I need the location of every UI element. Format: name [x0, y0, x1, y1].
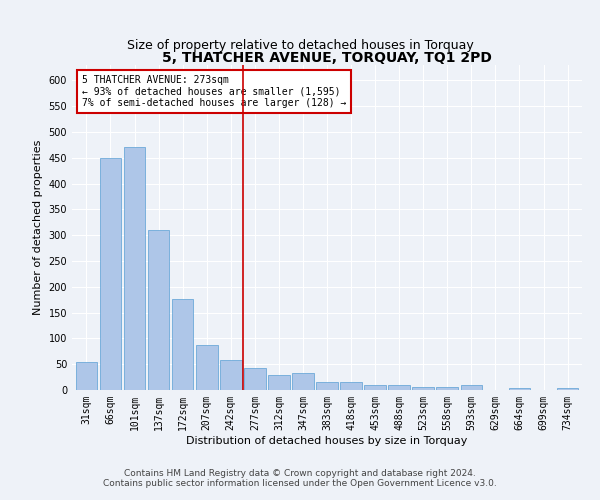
- Y-axis label: Number of detached properties: Number of detached properties: [33, 140, 43, 315]
- Bar: [316, 382, 338, 390]
- Text: 5 THATCHER AVENUE: 273sqm
← 93% of detached houses are smaller (1,595)
7% of sem: 5 THATCHER AVENUE: 273sqm ← 93% of detac…: [82, 74, 347, 108]
- Bar: [364, 385, 386, 390]
- X-axis label: Distribution of detached houses by size in Torquay: Distribution of detached houses by size …: [187, 436, 467, 446]
- Bar: [172, 299, 193, 390]
- Title: 5, THATCHER AVENUE, TORQUAY, TQ1 2PD: 5, THATCHER AVENUE, TORQUAY, TQ1 2PD: [162, 51, 492, 65]
- Bar: [220, 360, 242, 390]
- Bar: [268, 374, 290, 390]
- Text: Size of property relative to detached houses in Torquay: Size of property relative to detached ho…: [127, 40, 473, 52]
- Bar: [412, 387, 434, 390]
- Bar: [148, 230, 169, 390]
- Bar: [388, 385, 410, 390]
- Bar: [557, 388, 578, 390]
- Bar: [509, 388, 530, 390]
- Bar: [244, 368, 266, 390]
- Text: Contains public sector information licensed under the Open Government Licence v3: Contains public sector information licen…: [103, 479, 497, 488]
- Bar: [124, 146, 145, 390]
- Bar: [340, 382, 362, 390]
- Bar: [76, 362, 97, 390]
- Bar: [292, 374, 314, 390]
- Bar: [100, 158, 121, 390]
- Bar: [436, 387, 458, 390]
- Text: Contains HM Land Registry data © Crown copyright and database right 2024.: Contains HM Land Registry data © Crown c…: [124, 469, 476, 478]
- Bar: [196, 344, 218, 390]
- Bar: [461, 386, 482, 390]
